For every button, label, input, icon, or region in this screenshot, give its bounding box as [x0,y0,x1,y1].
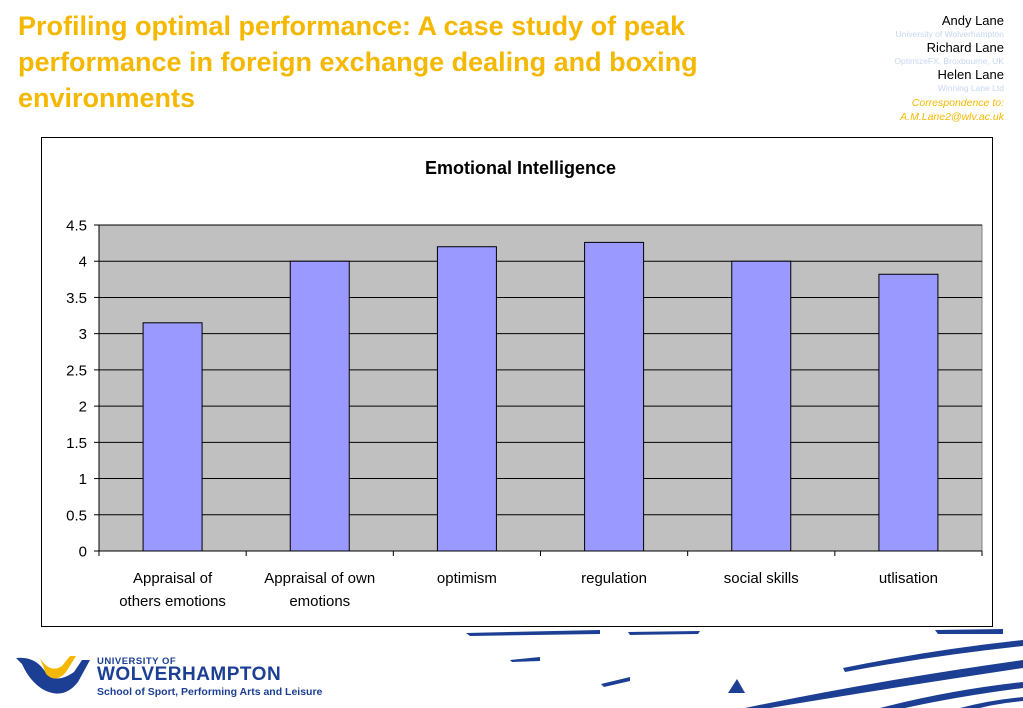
bar-chart: Emotional Intelligence 0 0.5 1 1.5 2 2.5 3 3.5 4 4… [66,158,983,610]
x-tick-label: others emotions [119,593,226,610]
author-name: Richard Lane [926,40,1004,55]
y-tick-label: 3 [79,326,87,343]
x-tick-label: Appraisal of own [264,570,375,587]
chart-title: Emotional Intelligence [425,158,616,178]
author-name: Andy Lane [941,13,1004,28]
x-tick-label: social skills [724,570,799,587]
author-affiliation: Winning Lane Ltd [937,82,1004,93]
bar [436,246,497,552]
y-tick-label: 2 [79,399,87,416]
logo-emblem-icon [16,656,90,694]
page-title: Profiling optimal performance: A case st… [18,11,698,113]
plot-area [98,224,983,552]
y-tick-label: 0.5 [66,507,87,524]
author-list: Andy Lane University of Wolverhampton Ri… [744,14,1004,124]
bar [731,260,792,552]
y-tick-label: 0 [79,544,87,561]
y-tick-label: 3.5 [66,290,87,307]
bar [584,241,645,552]
x-tick-label: Appraisal of [133,570,213,587]
y-tick-label: 1 [79,471,87,488]
y-tick-label: 4 [79,254,87,271]
y-tick-label: 1.5 [66,435,87,452]
y-tick-label: 2.5 [66,362,87,379]
logo-text-line1: UNIVERSITY OF [97,656,177,667]
logo-text-line2: WOLVERHAMPTON [97,664,282,685]
correspondence-label: Correspondence to: [911,97,1004,109]
x-tick-label: regulation [581,570,647,587]
author-affiliation: University of Wolverhampton [895,28,1005,39]
bar [289,260,350,552]
x-tick-label: emotions [289,593,350,610]
correspondence-email[interactable]: A.M.Lane2@wlv.ac.uk [900,110,1004,123]
x-tick-label: optimism [437,570,497,587]
chart-container: Emotional Intelligence 0 0.5 1 1.5 2 2.5 3 3.5 4 4… [41,137,993,627]
author-name: Helen Lane [937,67,1005,82]
bar [878,273,939,552]
university-logo: UNIVERSITY OF WOLVERHAMPTON School of Sp… [14,652,334,702]
x-tick-label: utlisation [879,570,938,587]
y-tick-label: 4.5 [66,218,87,235]
author-affiliation: OptimizeFX, Broxbourne, UK [894,55,1004,66]
bar [142,322,203,552]
logo-text-line3: School of Sport, Performing Arts and Lei… [97,686,323,698]
